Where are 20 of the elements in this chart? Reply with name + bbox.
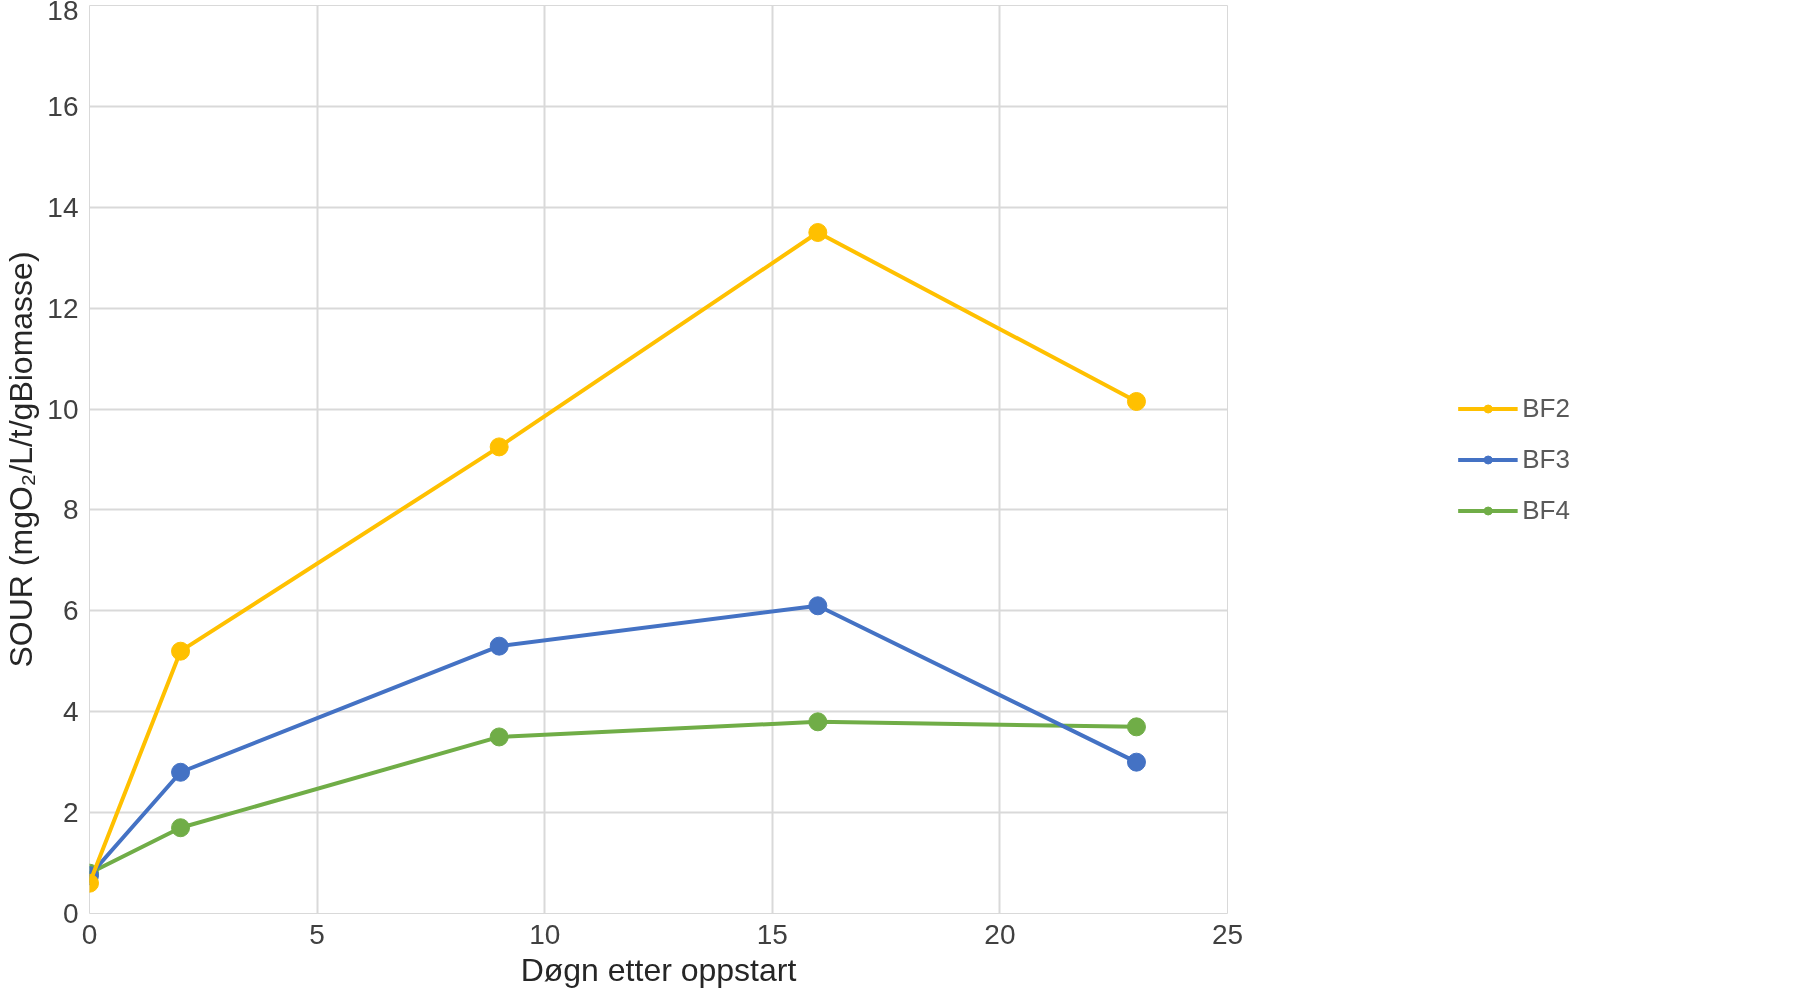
y-tick-label: 2 (62, 797, 79, 829)
y-tick-label: 8 (62, 494, 79, 526)
y-axis-title: SOUR (mgO₂/L/t/gBiomasse) (3, 251, 40, 668)
x-tick-label: 5 (309, 918, 325, 950)
legend-label: BF4 (1522, 494, 1570, 526)
y-tick-label: 12 (47, 292, 79, 324)
y-tick-label: 0 (62, 898, 79, 929)
y-tick-label: 6 (62, 595, 79, 627)
y-tick-label: 16 (47, 90, 79, 122)
y-tick-label: 4 (62, 696, 79, 728)
y-tick-label: 14 (47, 191, 79, 223)
y-tick-label: 18 (47, 0, 79, 26)
x-tick-label: 20 (984, 918, 1016, 950)
y-tick-label: 10 (47, 393, 79, 425)
x-axis-title: Døgn etter oppstart (520, 951, 797, 988)
legend-label: BF2 (1522, 392, 1570, 424)
x-tick-label: 10 (529, 918, 561, 950)
x-tick-label: 15 (756, 918, 788, 950)
legend-label: BF3 (1522, 443, 1570, 475)
x-tick-label: 25 (1211, 918, 1244, 950)
